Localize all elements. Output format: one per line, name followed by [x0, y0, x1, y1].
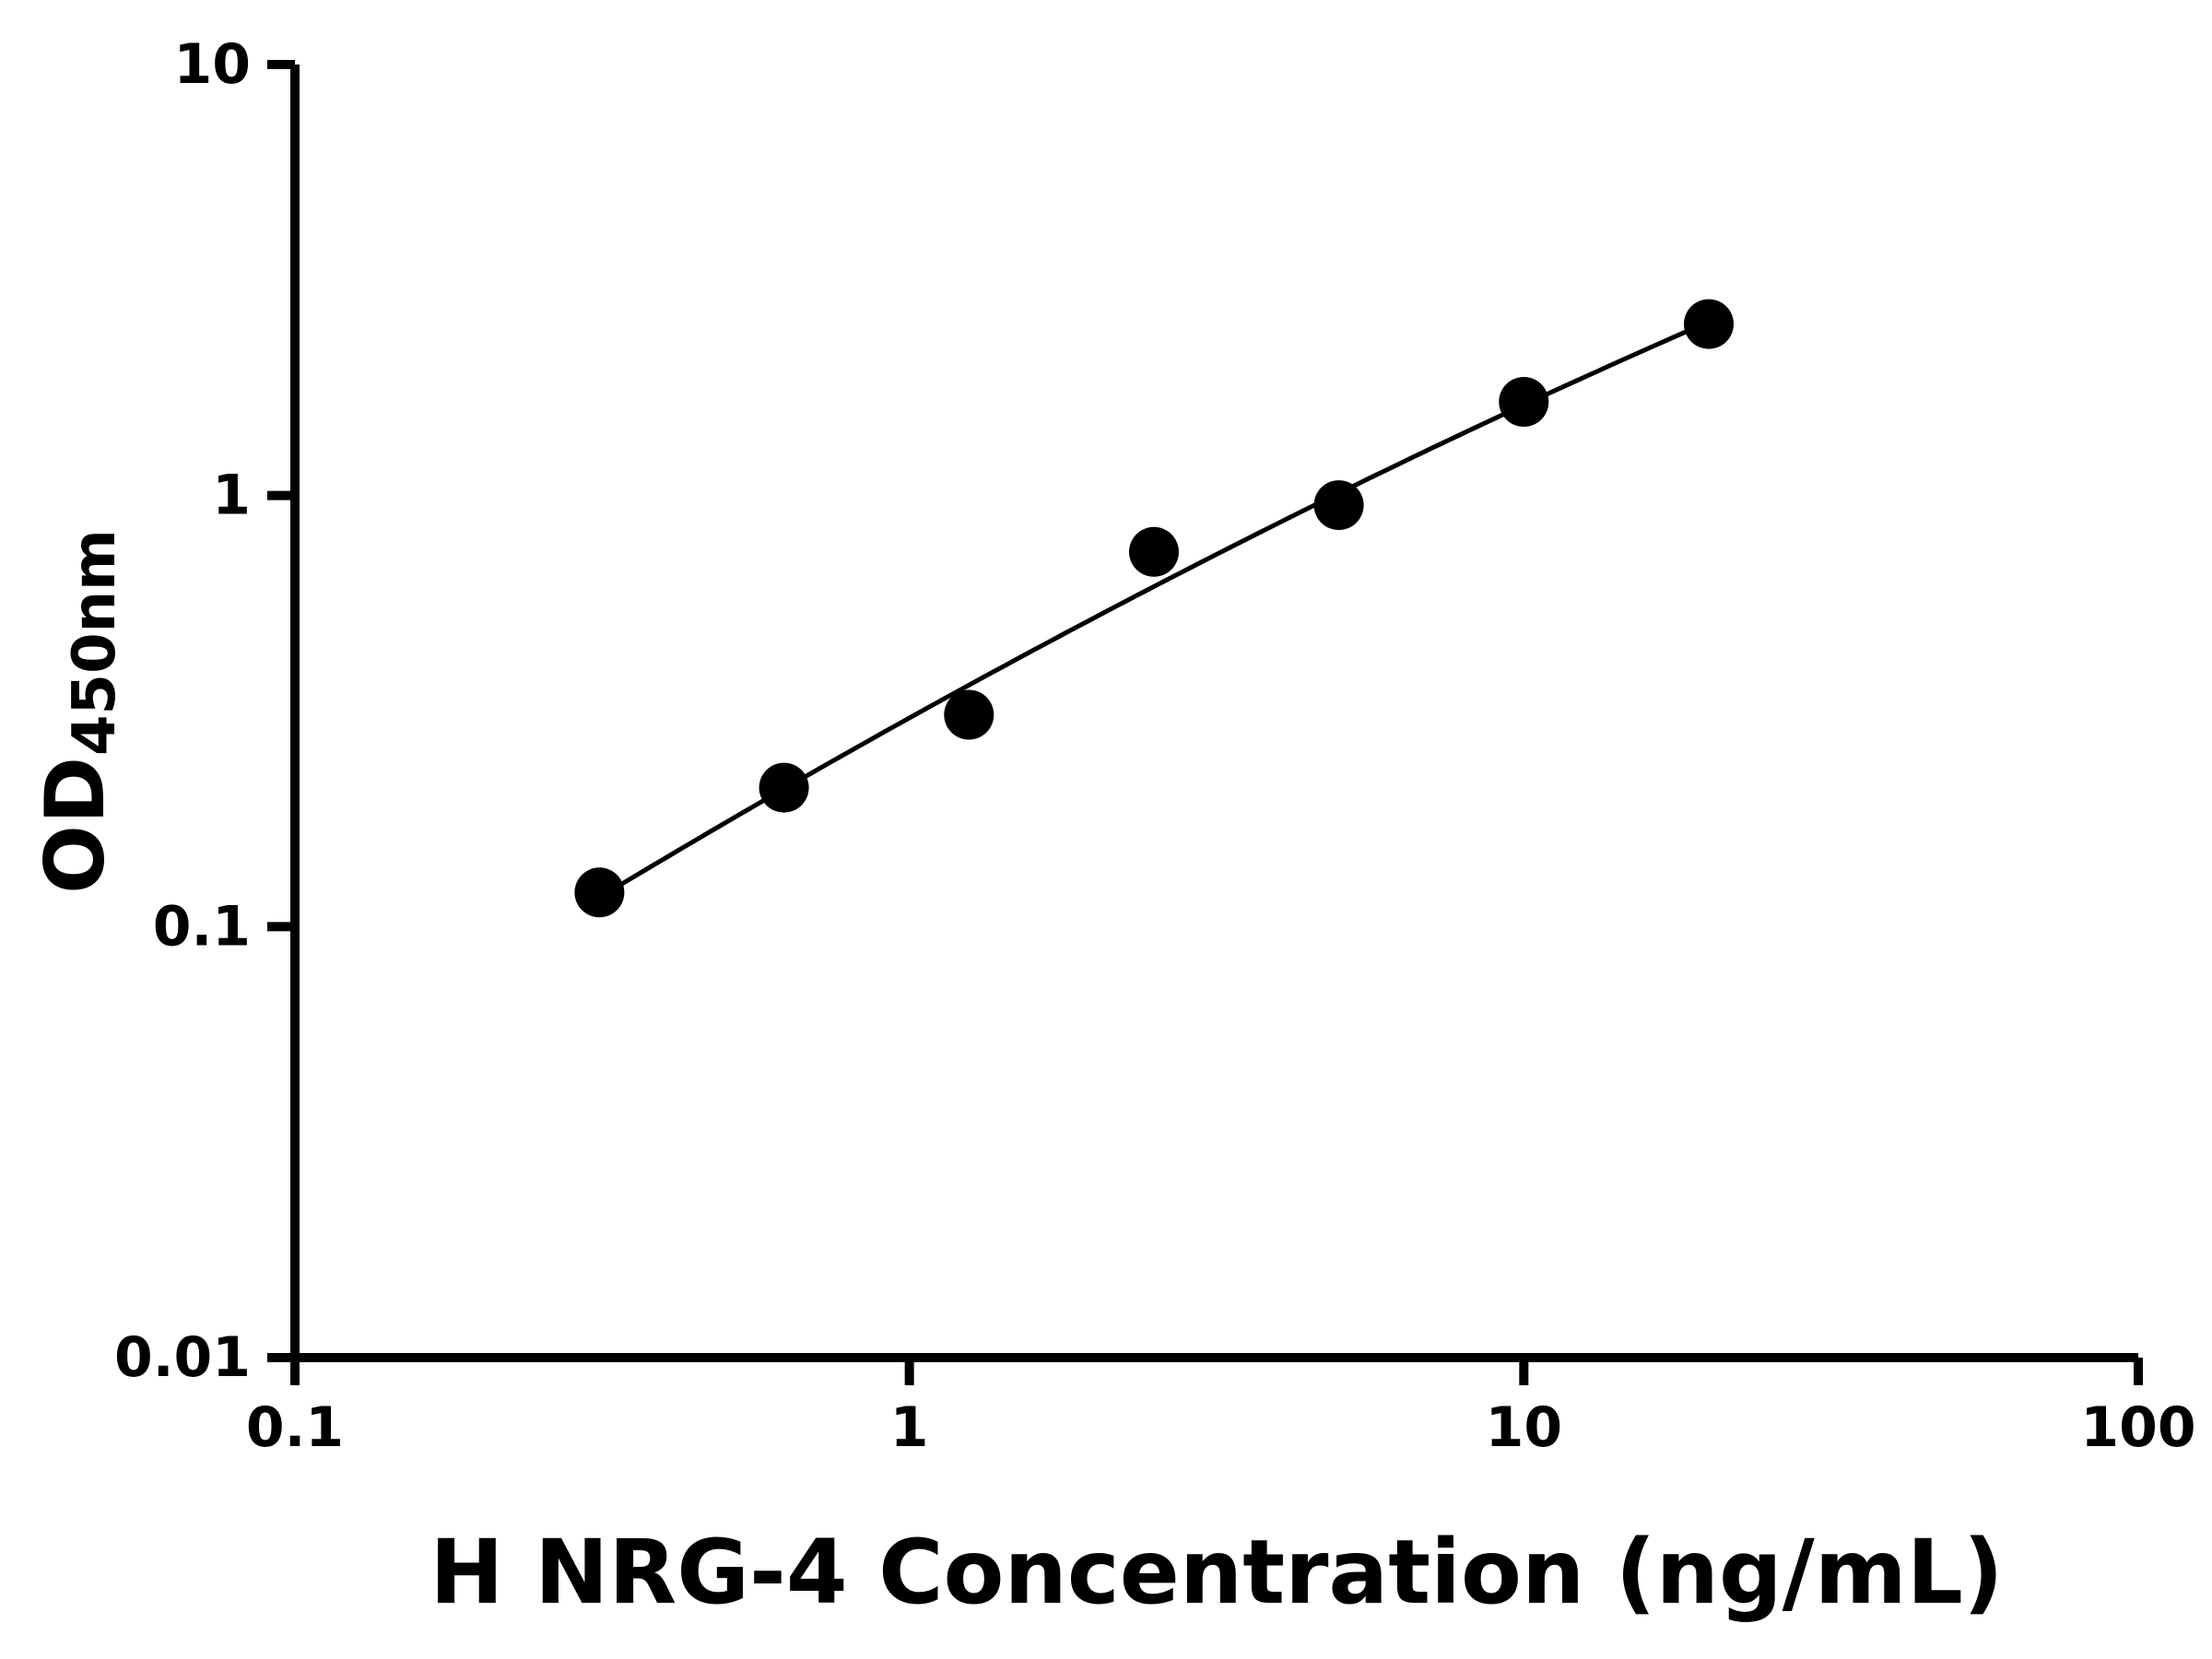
- x-tick-label: 10: [1486, 1395, 1563, 1460]
- data-point: [1313, 480, 1364, 531]
- y-tick-label: 0.1: [153, 894, 251, 959]
- y-tick-label: 0.01: [114, 1325, 251, 1390]
- x-tick-label: 1: [890, 1395, 929, 1460]
- x-axis-label: H NRG-4 Concentration (ng/mL): [429, 1521, 2004, 1624]
- x-tick-label: 100: [2080, 1395, 2195, 1460]
- data-point: [1499, 377, 1549, 427]
- y-tick-label: 1: [212, 464, 251, 528]
- y-tick-label: 10: [174, 32, 252, 97]
- data-point: [1684, 299, 1734, 349]
- x-tick-label: 0.1: [246, 1395, 344, 1460]
- y-axis-label-main: OD: [28, 755, 124, 894]
- data-point: [944, 689, 994, 740]
- data-point: [574, 867, 625, 918]
- y-axis-label: OD450nm: [28, 529, 129, 894]
- data-point: [759, 762, 809, 813]
- data-point: [1129, 526, 1179, 577]
- y-axis-label-subscript: 450nm: [60, 529, 129, 756]
